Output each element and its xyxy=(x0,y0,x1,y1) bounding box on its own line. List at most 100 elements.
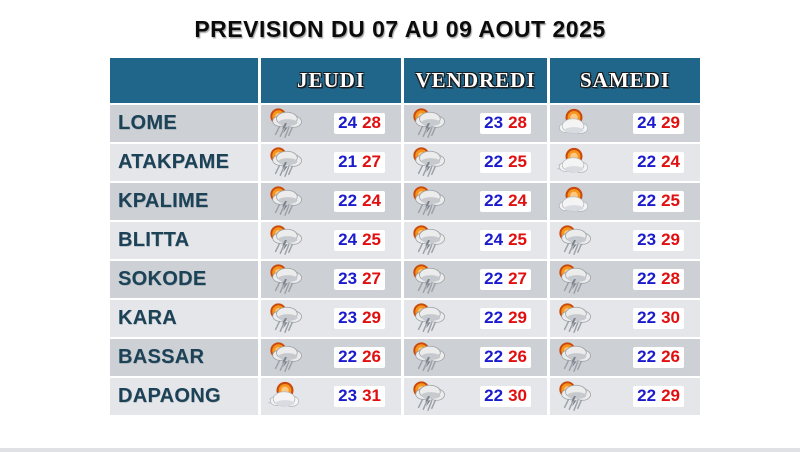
temperature-min: 22 xyxy=(484,308,504,327)
sun-rain-icon xyxy=(409,302,447,336)
temperature-min: 24 xyxy=(338,230,358,249)
temperature-chip: 22 26 xyxy=(334,347,385,368)
temperature-chip: 22 25 xyxy=(633,191,684,212)
header-cell-samedi: SAMEDI xyxy=(550,58,700,103)
forecast-cell-jeudi: 23 27 xyxy=(261,261,401,298)
forecast-table: JEUDI VENDREDI SAMEDI LOME 24 28 23 28 24 29 AT… xyxy=(110,58,700,417)
temperature-min: 22 xyxy=(637,152,657,171)
table-body: LOME 24 28 23 28 24 29 ATAKPAME 21 27 22 25 22 24 KPAL… xyxy=(110,105,700,415)
forecast-cell-vendredi: 22 25 xyxy=(404,144,547,181)
temperature-max: 24 xyxy=(508,191,527,210)
temperature-min: 22 xyxy=(637,386,657,405)
temperature-chip: 23 27 xyxy=(334,269,385,290)
temperature-max: 29 xyxy=(508,308,527,327)
table-row: BASSAR 22 26 22 26 22 26 xyxy=(110,339,700,376)
forecast-cell-samedi: 22 26 xyxy=(550,339,700,376)
temperature-min: 23 xyxy=(338,308,358,327)
temperature-max: 24 xyxy=(661,152,680,171)
forecast-cell-jeudi: 24 28 xyxy=(261,105,401,142)
temperature-chip: 22 30 xyxy=(480,386,531,407)
temperature-min: 23 xyxy=(637,230,657,249)
temperature-chip: 22 26 xyxy=(633,347,684,368)
bottom-border-strip xyxy=(0,448,800,452)
sun-rain-icon xyxy=(409,185,447,219)
forecast-cell-samedi: 22 29 xyxy=(550,378,700,415)
temperature-min: 22 xyxy=(338,347,358,366)
temperature-min: 24 xyxy=(484,230,504,249)
temperature-max: 29 xyxy=(661,113,680,132)
temperature-chip: 22 29 xyxy=(480,308,531,329)
temperature-max: 26 xyxy=(508,347,527,366)
table-row: BLITTA 24 25 24 25 23 29 xyxy=(110,222,700,259)
sun-rain-icon xyxy=(409,263,447,297)
temperature-max: 26 xyxy=(362,347,381,366)
forecast-cell-vendredi: 23 28 xyxy=(404,105,547,142)
sun-cloud-icon xyxy=(266,380,304,414)
day-header-label: VENDREDI xyxy=(415,68,536,92)
temperature-chip: 23 29 xyxy=(633,230,684,251)
forecast-cell-jeudi: 22 26 xyxy=(261,339,401,376)
table-row: LOME 24 28 23 28 24 29 xyxy=(110,105,700,142)
temperature-chip: 22 24 xyxy=(633,152,684,173)
temperature-chip: 23 28 xyxy=(480,113,531,134)
temperature-min: 22 xyxy=(484,269,504,288)
city-name: SOKODE xyxy=(110,261,258,298)
temperature-max: 29 xyxy=(661,386,680,405)
header-cell-vendredi: VENDREDI xyxy=(404,58,547,103)
forecast-cell-vendredi: 22 26 xyxy=(404,339,547,376)
forecast-cell-jeudi: 21 27 xyxy=(261,144,401,181)
temperature-min: 22 xyxy=(637,269,657,288)
temperature-min: 24 xyxy=(637,113,657,132)
table-header-row: JEUDI VENDREDI SAMEDI xyxy=(110,58,700,103)
forecast-cell-samedi: 22 28 xyxy=(550,261,700,298)
temperature-chip: 24 25 xyxy=(480,230,531,251)
forecast-cell-vendredi: 22 29 xyxy=(404,300,547,337)
city-name: KARA xyxy=(110,300,258,337)
temperature-max: 25 xyxy=(508,152,527,171)
temperature-min: 22 xyxy=(637,308,657,327)
temperature-min: 22 xyxy=(338,191,358,210)
temperature-max: 25 xyxy=(508,230,527,249)
sun-rain-icon xyxy=(409,146,447,180)
temperature-max: 25 xyxy=(661,191,680,210)
temperature-max: 27 xyxy=(362,269,381,288)
sun-rain-icon xyxy=(409,107,447,141)
temperature-chip: 24 29 xyxy=(633,113,684,134)
sun-rain-icon xyxy=(555,263,593,297)
temperature-max: 30 xyxy=(661,308,680,327)
temperature-chip: 24 25 xyxy=(334,230,385,251)
header-cell-city xyxy=(110,58,258,103)
temperature-min: 24 xyxy=(338,113,358,132)
forecast-cell-samedi: 22 24 xyxy=(550,144,700,181)
temperature-max: 28 xyxy=(508,113,527,132)
forecast-cell-samedi: 24 29 xyxy=(550,105,700,142)
sun-rain-icon xyxy=(266,185,304,219)
table-row: ATAKPAME 21 27 22 25 22 24 xyxy=(110,144,700,181)
forecast-cell-samedi: 22 25 xyxy=(550,183,700,220)
temperature-chip: 22 30 xyxy=(633,308,684,329)
sun-rain-icon xyxy=(555,224,593,258)
temperature-chip: 22 27 xyxy=(480,269,531,290)
day-header-label: SAMEDI xyxy=(579,68,670,92)
temperature-chip: 22 26 xyxy=(480,347,531,368)
city-name: BASSAR xyxy=(110,339,258,376)
temperature-chip: 22 29 xyxy=(633,386,684,407)
temperature-max: 27 xyxy=(362,152,381,171)
sun-rain-icon xyxy=(409,224,447,258)
sun-rain-icon xyxy=(266,302,304,336)
city-name: LOME xyxy=(110,105,258,142)
forecast-cell-samedi: 23 29 xyxy=(550,222,700,259)
temperature-min: 22 xyxy=(484,386,504,405)
temperature-min: 22 xyxy=(637,347,657,366)
forecast-cell-jeudi: 23 31 xyxy=(261,378,401,415)
forecast-cell-vendredi: 22 24 xyxy=(404,183,547,220)
temperature-max: 27 xyxy=(508,269,527,288)
table-row: DAPAONG 23 31 22 30 22 29 xyxy=(110,378,700,415)
temperature-min: 22 xyxy=(484,347,504,366)
temperature-min: 22 xyxy=(484,191,504,210)
temperature-max: 28 xyxy=(661,269,680,288)
temperature-max: 30 xyxy=(508,386,527,405)
temperature-chip: 23 31 xyxy=(334,386,385,407)
page-title: PREVISION DU 07 AU 09 AOUT 2025 xyxy=(194,16,606,42)
forecast-cell-jeudi: 23 29 xyxy=(261,300,401,337)
